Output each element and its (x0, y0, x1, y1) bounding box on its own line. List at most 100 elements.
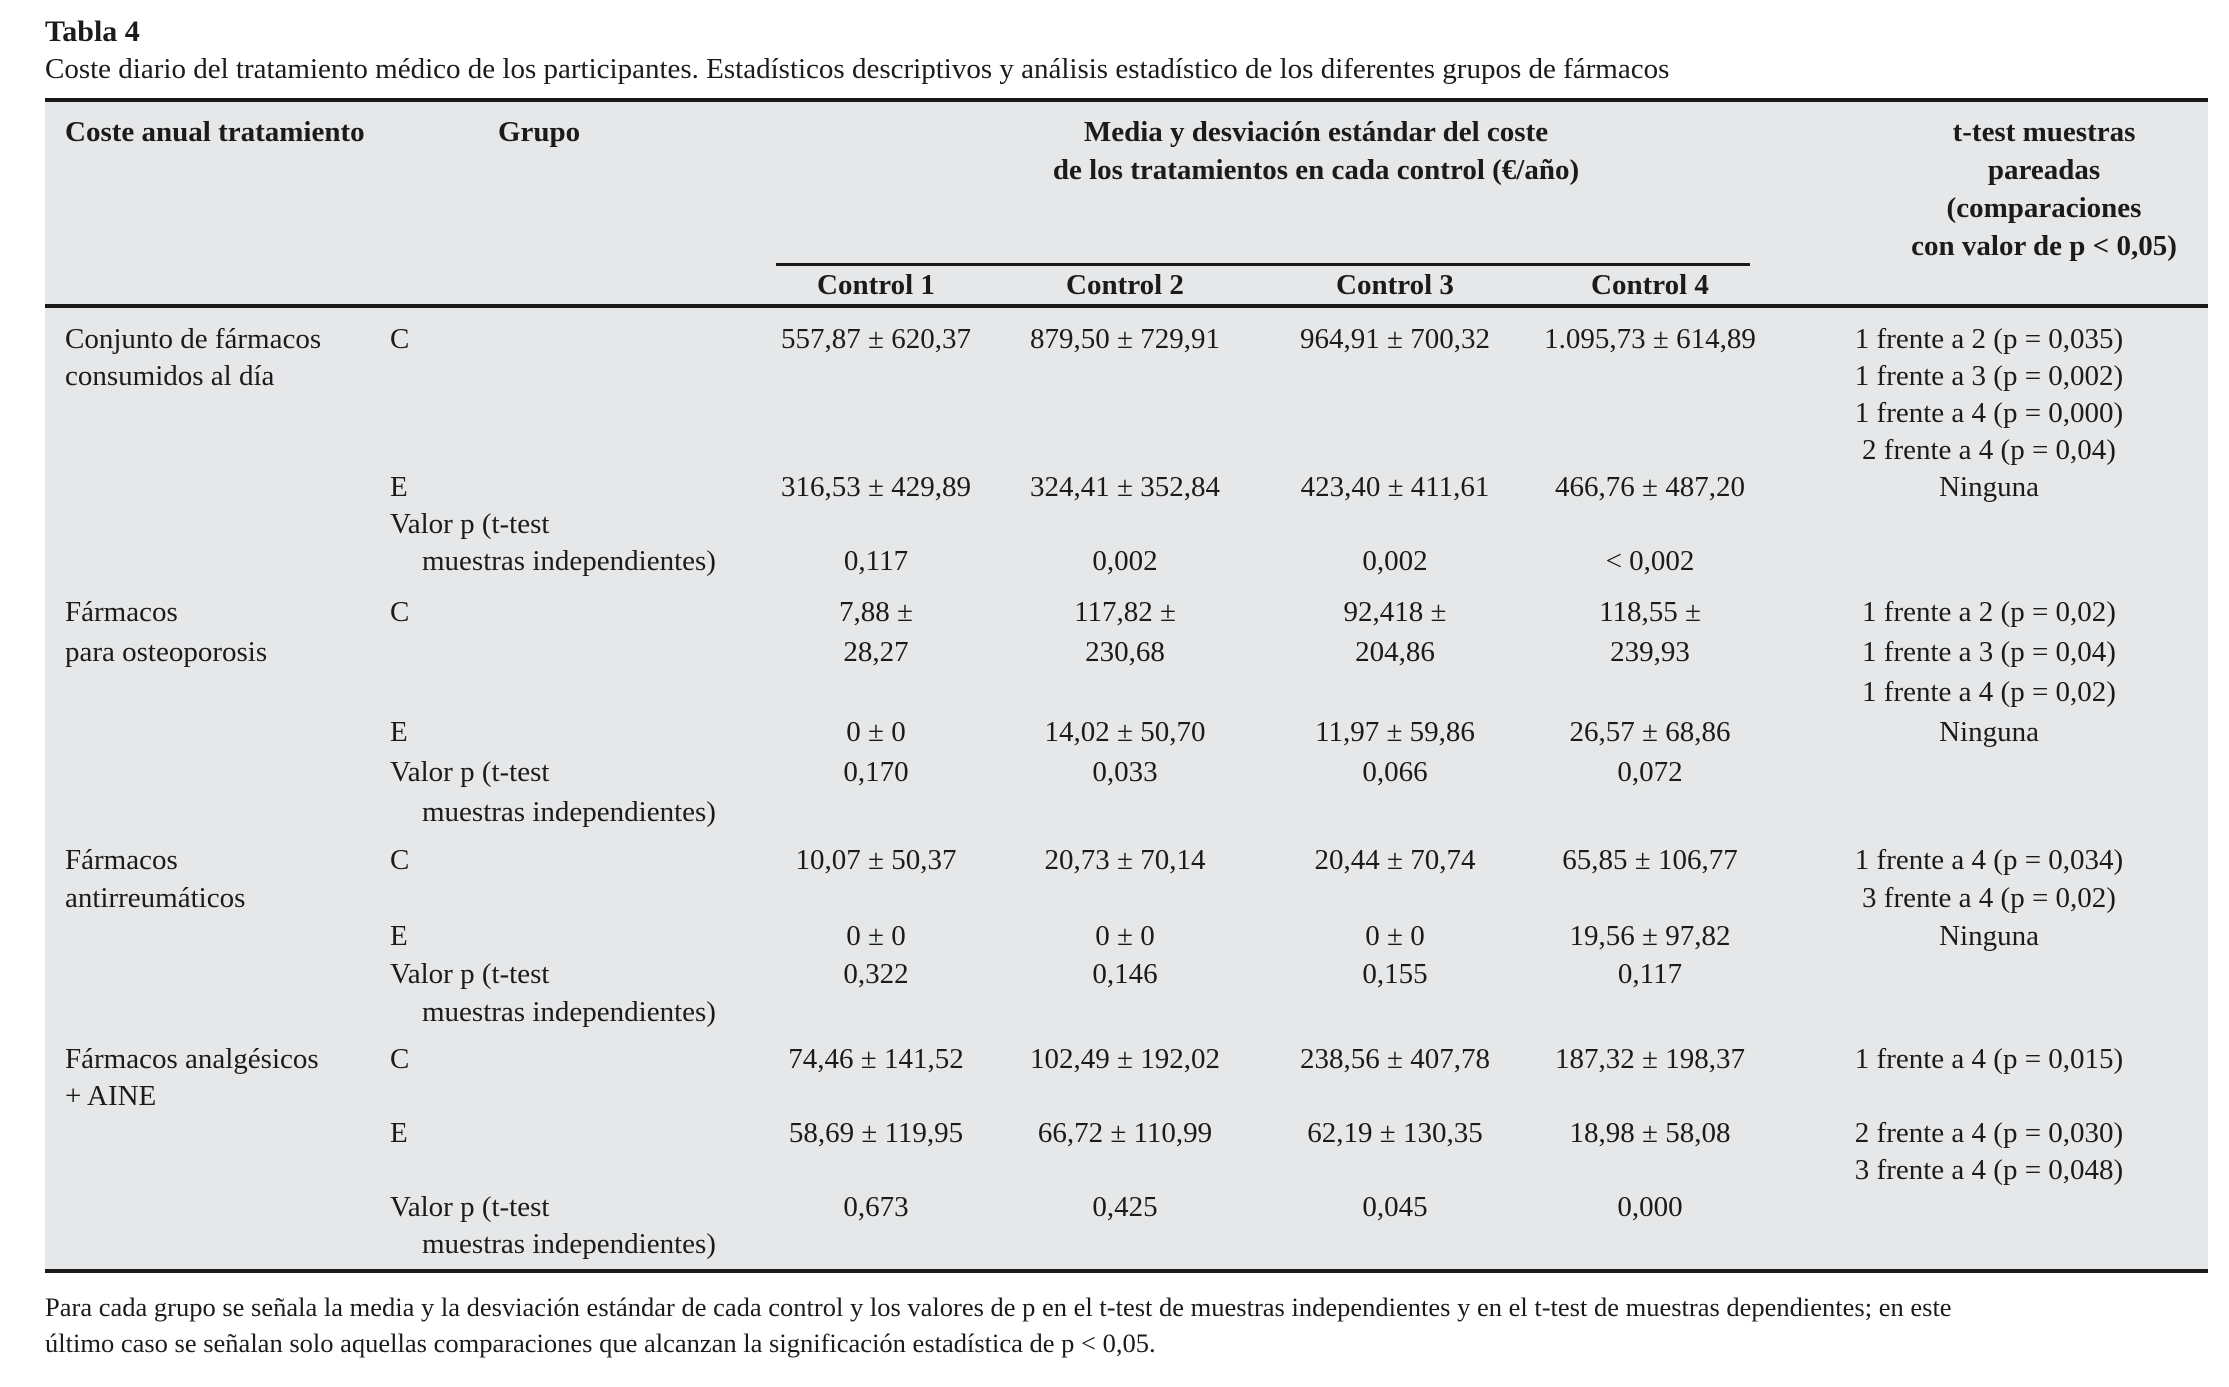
table-body: Conjunto de fármacos C 557,87 ± 620,37 879,… (45, 321, 2208, 1269)
row-label (45, 955, 390, 993)
ttest-header-line1: t-test muestras (1952, 116, 2136, 148)
value-cell (990, 1226, 1260, 1263)
group-cell: muestras independientes) (422, 1228, 716, 1260)
value-cell (990, 879, 1260, 917)
value-cell (762, 506, 990, 543)
row-label: Conjunto de fármacos (65, 323, 322, 355)
row-label (45, 712, 390, 752)
value-cell (1260, 395, 1530, 432)
footnote-line2: último caso se señalan solo aquellas com… (45, 1328, 1156, 1358)
row-label (45, 752, 390, 792)
value-cell (762, 792, 990, 832)
value-cell (1530, 879, 1770, 917)
table-section: Fármacos C 10,07 ± 50,37 20,73 ± 70,14 20,44… (45, 841, 2208, 1031)
ttest-cell: 1 frente a 2 (p = 0,02) (1862, 596, 2116, 628)
value-cell: 324,41 ± 352,84 (1030, 471, 1220, 503)
value-cell (1260, 672, 1530, 712)
value-cell (990, 432, 1260, 469)
value-cell: 118,55 ± (1599, 596, 1701, 628)
paper-table-figure: Tabla 4 Coste diario del tratamiento méd… (45, 0, 2208, 1361)
control-span-rule (776, 263, 1750, 266)
value-cell: 879,50 ± 729,91 (1030, 323, 1220, 355)
ttest-cell: 1 frente a 4 (p = 0,015) (1854, 1043, 2124, 1075)
value-cell: 0,322 (843, 958, 909, 990)
value-cell (990, 506, 1260, 543)
group-cell (390, 879, 762, 917)
value-cell (762, 358, 990, 395)
table-line: consumidos al día 1 frente a 3 (p = 0,002… (45, 358, 2208, 395)
table-line: 1 frente a 4 (p = 0,000) (45, 395, 2208, 432)
group-cell (390, 1078, 762, 1115)
value-cell (1530, 1226, 1770, 1263)
group-cell: Valor p (t-test (390, 756, 550, 788)
row-label (45, 917, 390, 955)
group-cell: muestras independientes) (422, 996, 716, 1028)
value-cell: 66,72 ± 110,99 (1037, 1117, 1213, 1149)
value-cell (1260, 506, 1530, 543)
table-line: Valor p (t-test 0,673 0,425 0,045 0,000 (45, 1189, 2208, 1226)
group-cell (390, 358, 762, 395)
row-label (45, 432, 390, 469)
table-header: Coste anual tratamiento Grupo Media y de… (45, 102, 2208, 308)
span-title-line2: de los tratamientos en cada control (€/a… (1052, 154, 1580, 186)
group-cell: E (390, 716, 408, 748)
table-line: muestras independientes) (45, 993, 2208, 1031)
value-cell: 0,002 (1092, 545, 1158, 577)
group-cell: E (390, 1117, 408, 1149)
table-line: Fármacos C 10,07 ± 50,37 20,73 ± 70,14 20,44… (45, 841, 2208, 879)
value-cell (1260, 432, 1530, 469)
value-cell: 10,07 ± 50,37 (795, 844, 957, 876)
table-line: para osteoporosis 28,27 230,68 204,86 239,93… (45, 632, 2208, 672)
value-cell: 102,49 ± 192,02 (1030, 1043, 1220, 1075)
group-cell: Valor p (t-test (390, 508, 550, 540)
group-cell (390, 1152, 762, 1189)
ttest-cell: Ninguna (1939, 471, 2039, 503)
value-cell: 26,57 ± 68,86 (1569, 716, 1731, 748)
ttest-cell (1770, 993, 2208, 1031)
value-cell (1530, 792, 1770, 832)
value-cell (1260, 993, 1530, 1031)
value-cell: 0,146 (1092, 958, 1158, 990)
table-line: Fármacos C 7,88 ± 117,82 ± 92,418 ± 118,55 ± 1… (45, 592, 2208, 632)
value-cell: 65,85 ± 106,77 (1562, 844, 1738, 876)
ttest-cell: 2 frente a 4 (p = 0,030) (1854, 1117, 2124, 1149)
ttest-cell: 1 frente a 4 (p = 0,02) (1862, 676, 2116, 708)
value-cell (762, 879, 990, 917)
value-cell: 117,82 ± (1074, 596, 1176, 628)
value-cell: 0 ± 0 (846, 716, 906, 748)
value-cell: < 0,002 (1605, 545, 1695, 577)
value-cell: 14,02 ± 50,70 (1044, 716, 1206, 748)
value-cell: 0,072 (1617, 756, 1683, 788)
value-cell: 239,93 (1610, 636, 1690, 668)
group-cell: Valor p (t-test (390, 958, 550, 990)
table-line: Valor p (t-test 0,322 0,146 0,155 0,117 (45, 955, 2208, 993)
table-line: Valor p (t-test 0,170 0,033 0,066 0,072 (45, 752, 2208, 792)
value-cell: 20,44 ± 70,74 (1314, 844, 1476, 876)
value-cell: 62,19 ± 130,35 (1307, 1117, 1483, 1149)
value-cell (762, 1078, 990, 1115)
row-label (45, 1152, 390, 1189)
value-cell: 466,76 ± 487,20 (1555, 471, 1745, 503)
value-cell: 0,673 (843, 1191, 909, 1223)
group-cell: C (390, 844, 410, 876)
value-cell (762, 1152, 990, 1189)
row-label (45, 506, 390, 543)
value-cell (990, 1078, 1260, 1115)
row-label (45, 543, 390, 580)
table-section: Conjunto de fármacos C 557,87 ± 620,37 879,… (45, 321, 2208, 580)
row-label: para osteoporosis (65, 636, 268, 668)
value-cell (1260, 358, 1530, 395)
value-cell: 7,88 ± (839, 596, 913, 628)
group-cell: muestras independientes) (422, 796, 716, 828)
ttest-cell (1770, 792, 2208, 832)
row-label: Fármacos (65, 596, 178, 628)
value-cell (990, 993, 1260, 1031)
table-line: E 0 ± 0 0 ± 0 0 ± 0 19,56 ± 97,82 Ninguna (45, 917, 2208, 955)
value-cell: 0,033 (1092, 756, 1158, 788)
ttest-cell (1770, 543, 2208, 580)
row-label: Fármacos analgésicos (65, 1043, 319, 1075)
ttest-cell: Ninguna (1939, 716, 2039, 748)
table-line: E 316,53 ± 429,89 324,41 ± 352,84 423,40 ± … (45, 469, 2208, 506)
ttest-cell (1770, 1078, 2208, 1115)
table-line: Fármacos analgésicos C 74,46 ± 141,52 102,4… (45, 1041, 2208, 1078)
